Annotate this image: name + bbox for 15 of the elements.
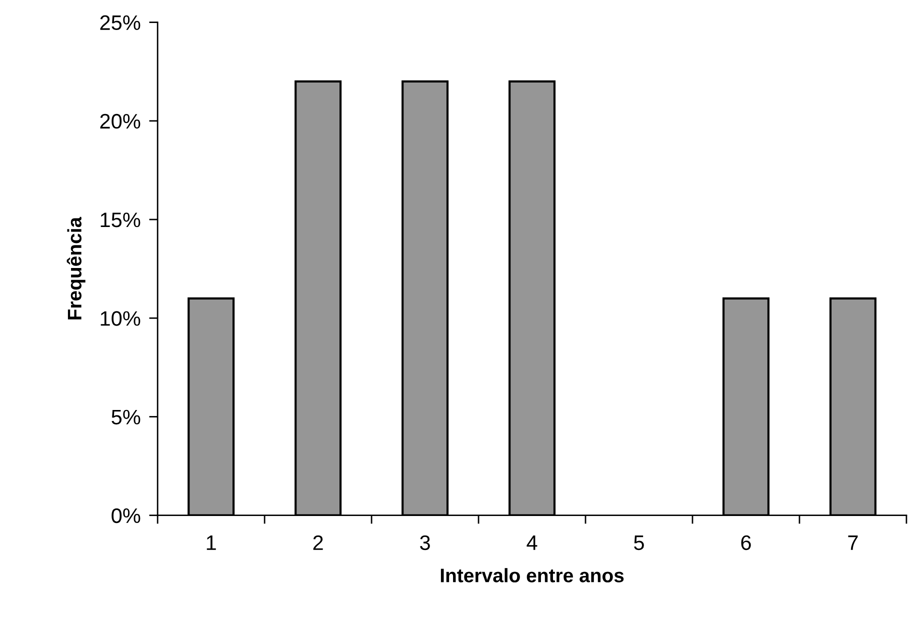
y-axis-title: Frequência <box>66 216 86 320</box>
y-tick-label: 5% <box>112 410 140 424</box>
x-axis-title: Intervalo entre anos <box>440 568 624 582</box>
y-tick-label: 15% <box>100 212 140 228</box>
y-tick-label: 10% <box>100 311 140 326</box>
x-tick-label: 3 <box>420 535 430 550</box>
x-tick-label: 4 <box>526 536 538 550</box>
y-tick-label: 25% <box>100 15 140 30</box>
y-tick-label: 20% <box>100 114 140 129</box>
x-tick-label: 7 <box>848 536 858 550</box>
x-tick-label: 1 <box>206 536 216 550</box>
x-tick-label: 6 <box>741 535 751 550</box>
x-tick-label: 2 <box>313 535 323 550</box>
x-tick-label: 5 <box>634 536 644 550</box>
y-tick-label: 0% <box>112 508 140 524</box>
